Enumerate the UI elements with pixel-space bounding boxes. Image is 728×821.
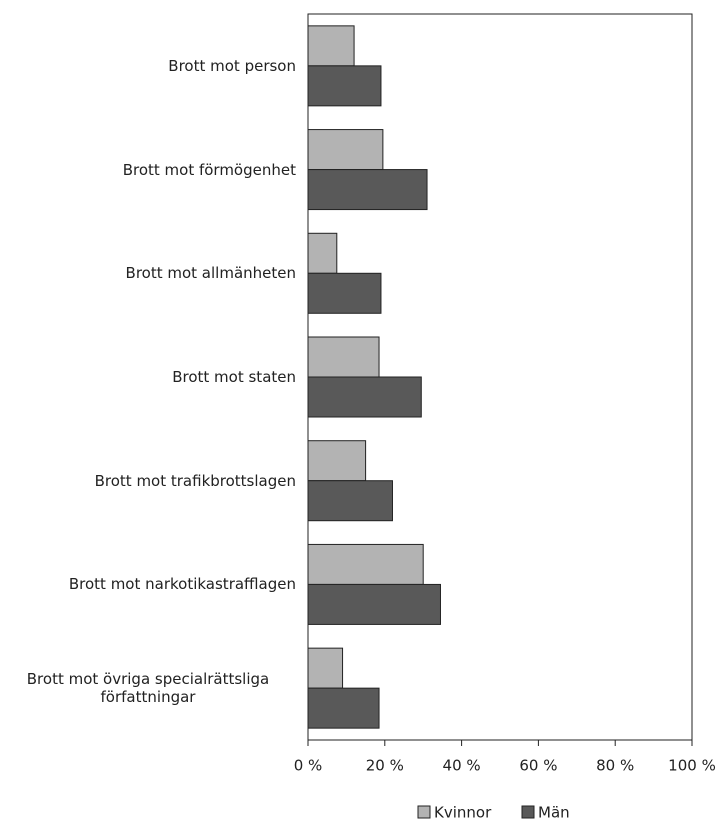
x-tick-label: 0 % bbox=[294, 757, 323, 775]
bar bbox=[307, 65, 382, 107]
category-text: Brott mot staten bbox=[172, 368, 296, 386]
category-text: Brott mot narkotikastrafflagen bbox=[68, 575, 296, 594]
category-text: Brott mot förmögenhet bbox=[122, 160, 296, 179]
bar bbox=[307, 583, 441, 625]
category-text: Brott mot person bbox=[168, 56, 296, 75]
bar bbox=[307, 543, 424, 585]
category-text: Brott mot allmänheten bbox=[125, 264, 296, 283]
category-label: Brott mot förmögenhet bbox=[0, 161, 296, 179]
bar bbox=[307, 272, 382, 314]
category-label: Brott mot övriga specialrättsliga förfat… bbox=[0, 670, 296, 706]
x-tick-label: 60 % bbox=[519, 757, 557, 775]
bar bbox=[307, 647, 344, 689]
x-tick-label: 80 % bbox=[596, 757, 634, 775]
x-tick-label: 100 % bbox=[668, 757, 716, 775]
bar bbox=[307, 687, 380, 729]
x-tick-label: 20 % bbox=[366, 757, 404, 775]
legend-label: Kvinnor bbox=[434, 804, 492, 821]
category-label: Brott mot allmänheten bbox=[0, 264, 296, 282]
x-tick-label: 40 % bbox=[443, 757, 481, 775]
bar bbox=[307, 440, 367, 482]
bar bbox=[307, 336, 380, 378]
category-text: Brott mot trafikbrottslagen bbox=[94, 471, 296, 490]
category-text: Brott mot övriga specialrättsliga förfat… bbox=[26, 670, 270, 707]
legend-swatch bbox=[521, 805, 535, 819]
bar bbox=[307, 129, 384, 171]
category-label: Brott mot staten bbox=[0, 368, 296, 386]
bar bbox=[307, 169, 428, 211]
category-label: Brott mot trafikbrottslagen bbox=[0, 472, 296, 490]
legend-swatch bbox=[417, 805, 431, 819]
bar bbox=[307, 25, 355, 67]
bar bbox=[307, 480, 393, 522]
category-label: Brott mot person bbox=[0, 57, 296, 75]
bar bbox=[307, 376, 422, 418]
legend-label: Män bbox=[538, 804, 570, 821]
category-label: Brott mot narkotikastrafflagen bbox=[0, 575, 296, 593]
bar bbox=[307, 232, 338, 274]
